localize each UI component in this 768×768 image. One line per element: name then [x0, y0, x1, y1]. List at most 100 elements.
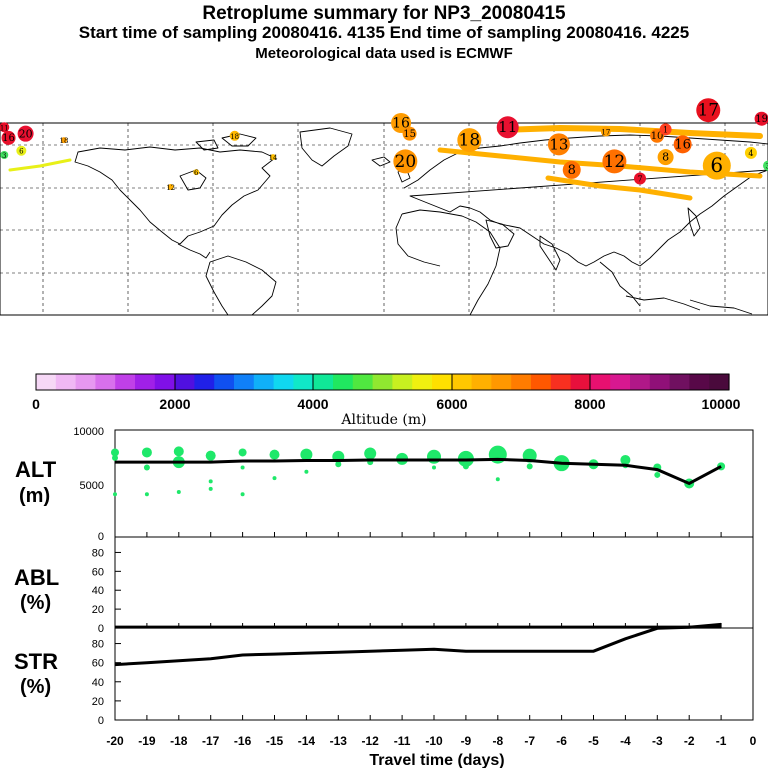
abl-ytick: 40 — [92, 585, 104, 597]
x-tick-label: -17 — [202, 734, 220, 748]
plume-cluster-label: 15 — [403, 129, 416, 140]
map-graticule — [0, 123, 768, 315]
colorbar-cell — [313, 374, 334, 390]
alt-bubble — [143, 464, 150, 471]
colorbar-cell — [511, 374, 532, 390]
colorbar-cell — [154, 374, 176, 390]
plume-cluster — [744, 146, 757, 159]
plume-cluster-label: 12 — [166, 184, 175, 192]
colorbar-tick: 2000 — [159, 396, 190, 412]
alt-bubble — [432, 465, 436, 470]
x-tick-label: 0 — [750, 734, 757, 748]
x-tick-label: -5 — [588, 734, 599, 748]
plume-cluster — [547, 133, 570, 156]
coastlines — [74, 127, 768, 316]
x-axis-title: Travel time (days) — [369, 752, 504, 768]
plume-cluster-label: 4 — [748, 149, 753, 158]
alt-bubble — [208, 486, 213, 491]
plume-cluster-label: 1 — [663, 125, 668, 134]
plume-clusters: 11 20166318181461216152018111381712101168… — [0, 98, 768, 192]
alt-panel: ALT (m) 10000 5000 0 — [15, 426, 754, 543]
plume-cluster-label: 3 — [2, 152, 6, 160]
plume-cluster — [673, 135, 692, 154]
colorbar-tick: 8000 — [574, 396, 605, 412]
plume-cluster — [61, 137, 67, 144]
plume-cluster — [0, 122, 10, 133]
alt-bubble — [304, 469, 309, 474]
plume-cluster-label: 12 — [604, 152, 626, 172]
colorbar-cell — [95, 374, 116, 390]
colorbar-cell — [689, 374, 710, 390]
altitude-colorbar: 0 2000 4000 6000 8000 10000 Altitude (m) — [32, 373, 741, 428]
str-series-line — [114, 622, 722, 667]
colorbar-cell — [709, 374, 730, 390]
colorbar-cell — [36, 374, 57, 390]
x-tick-label: -13 — [330, 734, 348, 748]
x-tick-label: -4 — [620, 734, 631, 748]
plume-cluster-label: 17 — [601, 129, 610, 137]
colorbar-cell — [451, 374, 473, 390]
alt-bubble — [364, 447, 377, 460]
plume-cluster — [754, 111, 768, 126]
plume-cluster — [167, 184, 174, 190]
alt-bubble — [526, 463, 533, 470]
x-tick-label: -16 — [234, 734, 252, 748]
colorbar-cell — [55, 374, 77, 390]
plume-cluster-label: 18 — [459, 130, 481, 150]
colorbar-cell — [570, 374, 591, 390]
colorbar-cell — [293, 374, 314, 390]
plume-cluster-label: 8 — [568, 163, 576, 178]
alt-ytick: 10000 — [73, 426, 104, 438]
plume-cluster — [496, 116, 519, 139]
alt-bubble — [335, 461, 342, 468]
plume-cluster — [393, 149, 418, 174]
colorbar-tick: 0 — [32, 396, 40, 412]
alt-bubble — [173, 446, 184, 457]
plume-cluster-label: 16 — [392, 116, 410, 132]
alt-bubble — [113, 492, 117, 497]
x-tick-label: -15 — [266, 734, 284, 748]
x-tick-label: -12 — [362, 734, 380, 748]
abl-panel-label: ABL — [14, 565, 59, 590]
alt-series-line — [115, 457, 722, 486]
colorbar-cell — [194, 374, 215, 390]
plume-cluster — [0, 151, 9, 159]
met-data-note: Meteorological data used is ECMWF — [255, 45, 513, 62]
colorbar-cell — [174, 374, 195, 390]
str-ytick: 40 — [92, 677, 104, 689]
x-tick-label: -3 — [652, 734, 663, 748]
alt-bubble — [462, 463, 469, 470]
alt-bubble — [144, 492, 149, 497]
colorbar-cell — [273, 374, 294, 390]
plume-cluster-label: 3 — [766, 163, 768, 171]
colorbar-cell — [531, 374, 552, 390]
plot-title: Retroplume summary for NP3_20080415 — [202, 3, 566, 24]
plume-cluster — [193, 169, 200, 176]
x-tick-label: -1 — [716, 734, 727, 748]
plume-cluster — [229, 130, 240, 141]
alt-panel-unit: (m) — [19, 485, 50, 507]
plume-cluster — [16, 145, 27, 156]
colorbar-cell — [669, 374, 690, 390]
plume-cluster — [602, 149, 627, 174]
colorbar-cell — [630, 374, 651, 390]
x-tick-label: -2 — [684, 734, 695, 748]
plume-cluster — [600, 126, 611, 137]
plume-cluster-label: 13 — [549, 135, 568, 153]
plume-cluster — [696, 98, 721, 123]
colorbar-tick: 4000 — [297, 396, 328, 412]
alt-bubble — [208, 479, 213, 484]
x-tick-label: -14 — [298, 734, 316, 748]
colorbar-cell — [352, 374, 374, 390]
plume-cluster — [402, 126, 417, 141]
plume-cluster-label: 18 — [230, 133, 239, 141]
alt-panel-label: ALT — [15, 457, 57, 482]
str-panel-label: STR — [14, 649, 58, 674]
x-tick-label: -18 — [170, 734, 188, 748]
plume-cluster-label: 6 — [710, 153, 723, 177]
colorbar-cell — [590, 374, 611, 390]
plume-cluster-label: 11 — [498, 118, 517, 136]
abl-ytick: 0 — [98, 623, 104, 635]
world-map: 11 20166318181461216152018111381712101168… — [0, 98, 768, 316]
colorbar-cell — [75, 374, 96, 390]
